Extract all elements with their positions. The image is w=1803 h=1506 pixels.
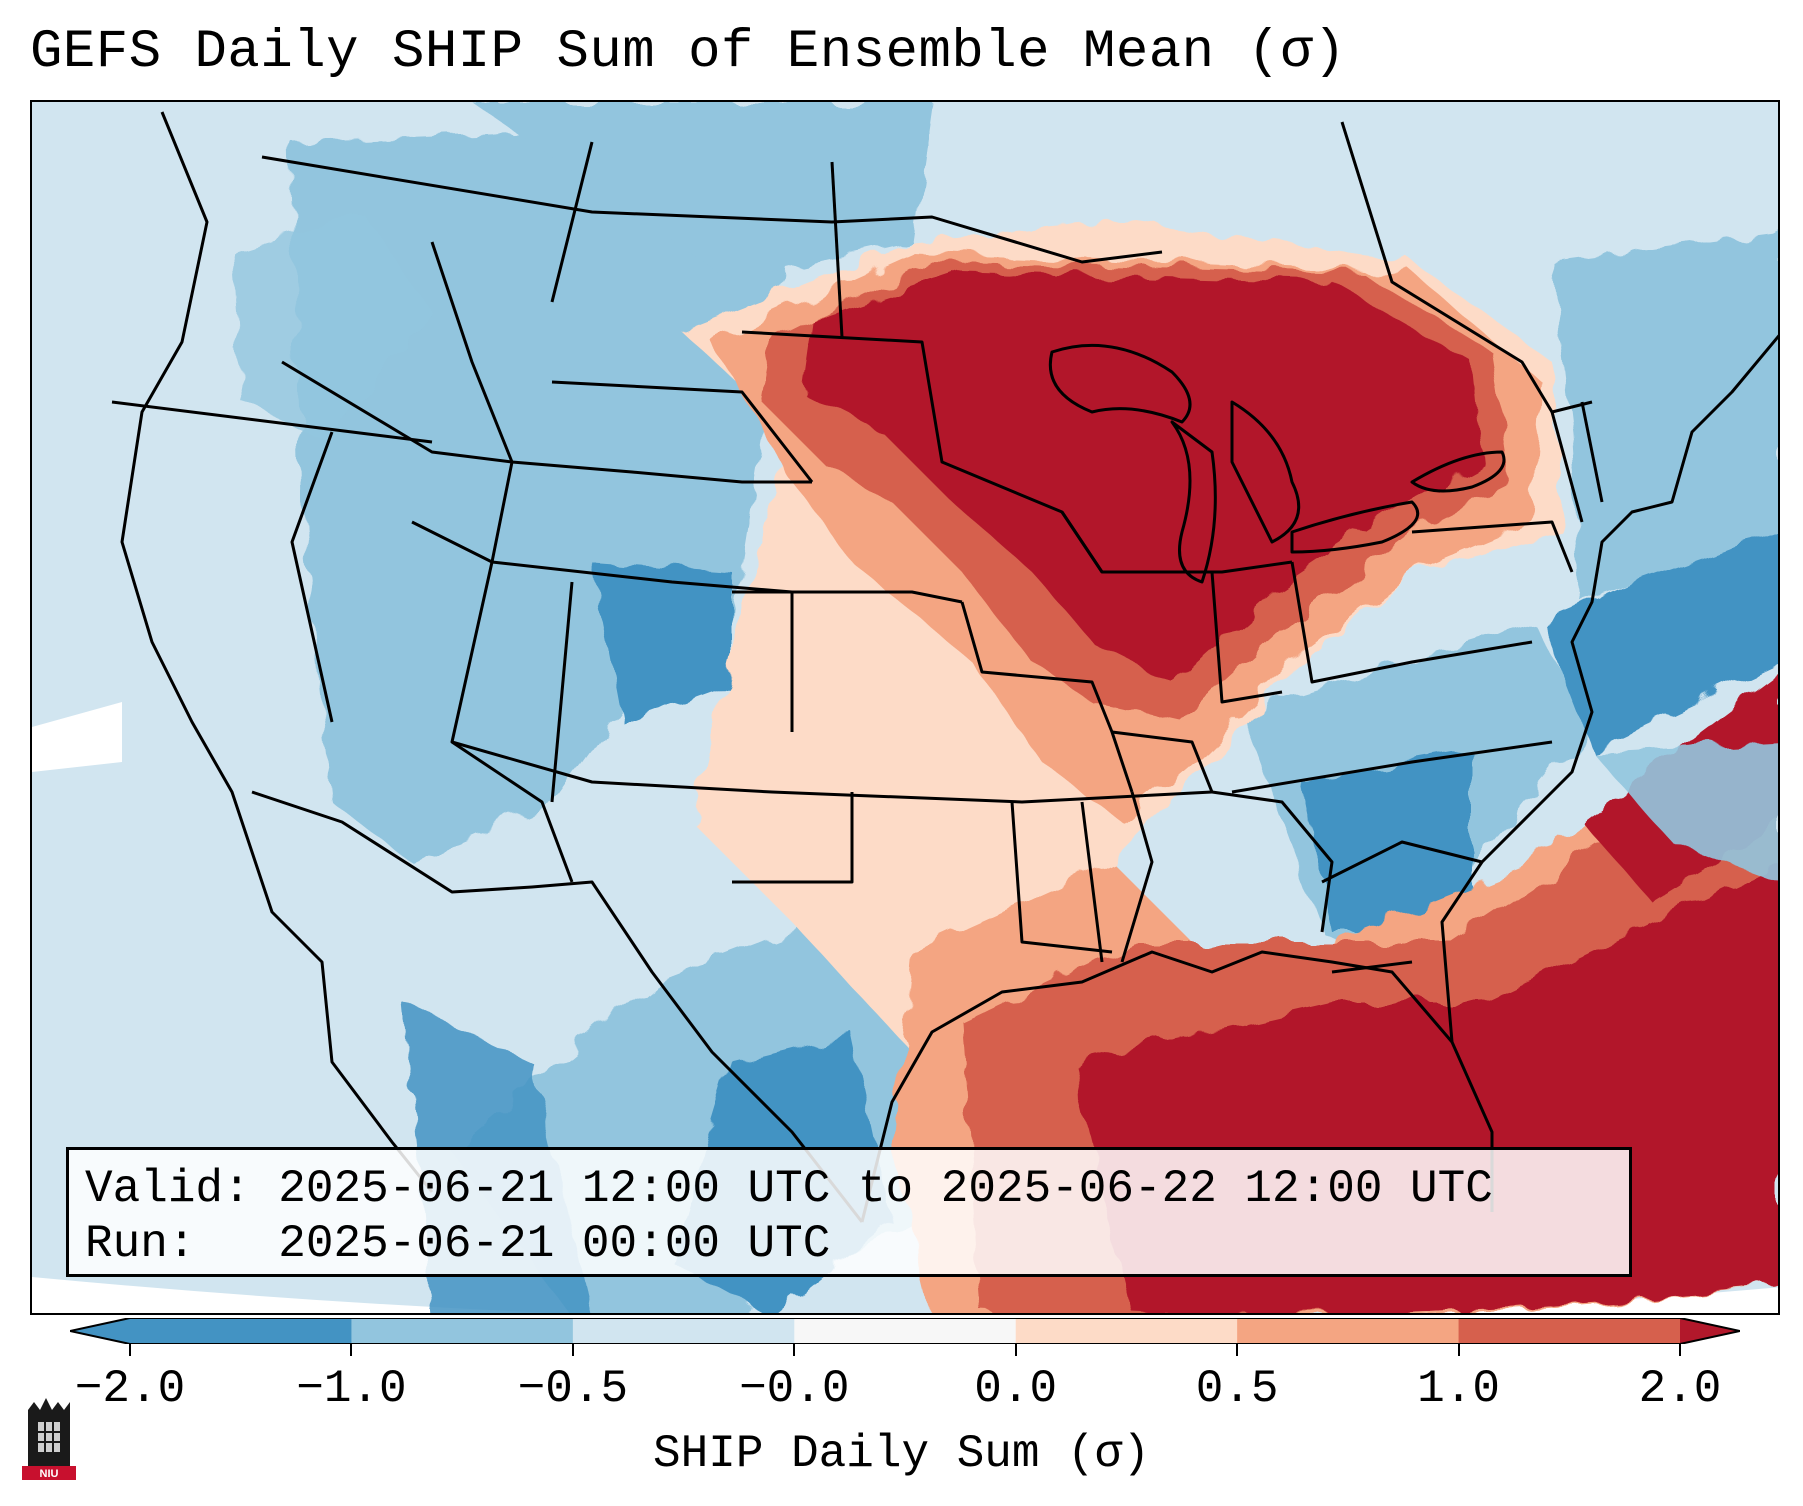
anomaly-map <box>32 102 1778 1313</box>
valid-label: Valid: <box>85 1163 251 1215</box>
logo-text: NIU <box>40 1468 59 1480</box>
colorbar-tick-label: −2.0 <box>74 1363 186 1415</box>
valid-value: 2025-06-21 12:00 UTC to 2025-06-22 12:00… <box>278 1163 1493 1215</box>
run-value: 2025-06-21 00:00 UTC <box>278 1218 831 1270</box>
colorbar-tickmark <box>1457 1344 1460 1356</box>
map-panel <box>30 100 1780 1315</box>
anomaly-carolina-coast-neg <box>1592 742 1778 881</box>
colorbar-tickmark <box>793 1344 796 1356</box>
colorbar-tickmark <box>1014 1344 1017 1356</box>
colorbar-tickmark <box>1679 1344 1681 1356</box>
colorbar-segment <box>794 1318 1017 1344</box>
colorbar-tick-label: 2.0 <box>1638 1363 1722 1415</box>
anomaly-greatlakes-pos-max <box>802 272 1482 682</box>
colorbar-tickmark <box>1236 1344 1239 1356</box>
anomaly-northeast-neg <box>1552 232 1778 602</box>
valid-row: Valid: 2025-06-21 12:00 UTC to 2025-06-2… <box>85 1162 1629 1217</box>
colorbar-tick-label: 0.5 <box>1195 1363 1279 1415</box>
colorbar-segment <box>351 1318 574 1344</box>
run-label: Run: <box>85 1218 196 1270</box>
colorbar-segment <box>572 1318 795 1344</box>
colorbar-segment <box>1458 1318 1681 1344</box>
missing-data-patch <box>32 702 122 772</box>
colorbar-tick-label: −0.5 <box>517 1363 629 1415</box>
colorbar-tick-label: −1.0 <box>296 1363 407 1415</box>
anomaly-atlantic-neg <box>1542 523 1778 752</box>
colorbar-tickmark <box>571 1344 574 1356</box>
colorbar-extend-high <box>1680 1318 1740 1344</box>
anomaly-georgia-neg <box>1302 752 1472 932</box>
colorbar-tick-label: 0.0 <box>974 1363 1058 1415</box>
anomaly-pnw-neg <box>232 212 432 442</box>
colorbar-tickmark <box>350 1344 353 1356</box>
colorbar-segment <box>130 1318 352 1344</box>
colorbar-segment <box>1237 1318 1460 1344</box>
colorbar <box>70 1318 1740 1344</box>
colorbar-label: SHIP Daily Sum (σ) <box>653 1428 1150 1480</box>
anomaly-north-neg <box>472 102 932 282</box>
colorbar-extend-low <box>70 1318 130 1344</box>
niu-tower-icon <box>22 1398 76 1480</box>
colorbar-tick-label: −0.0 <box>739 1363 850 1415</box>
colorbar-segment <box>1015 1318 1238 1344</box>
state-boundaries <box>111 111 1778 1223</box>
chart-title: GEFS Daily SHIP Sum of Ensemble Mean (σ) <box>30 22 1347 83</box>
run-row: Run: 2025-06-21 00:00 UTC <box>85 1217 1629 1272</box>
anomaly-colorado-neg <box>592 562 732 722</box>
colorbar-tickmark <box>129 1344 131 1356</box>
niu-logo: NIU <box>22 1398 76 1480</box>
colorbar-tick-label: 1.0 <box>1417 1363 1500 1415</box>
valid-run-info-box: Valid: 2025-06-21 12:00 UTC to 2025-06-2… <box>66 1147 1632 1277</box>
